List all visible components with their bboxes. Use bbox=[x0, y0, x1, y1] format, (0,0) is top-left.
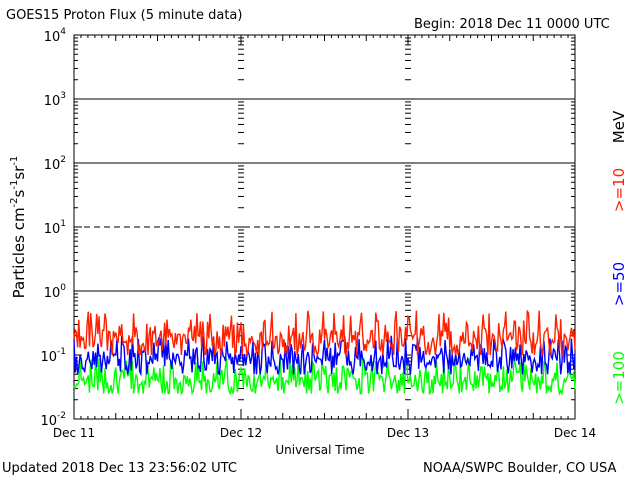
x-tick-label: Dec 14 bbox=[554, 426, 596, 440]
x-tick-label: Dec 13 bbox=[387, 426, 429, 440]
y-tick-label: 102 bbox=[44, 155, 66, 173]
y-tick-label: 103 bbox=[44, 91, 66, 109]
updated-timestamp: Updated 2018 Dec 13 23:56:02 UTC bbox=[2, 461, 237, 476]
y-axis-title: Particles cm-2s-1sr-1 bbox=[9, 156, 28, 299]
x-axis-title: Universal Time bbox=[275, 443, 365, 457]
legend-label-100mev: >=100 bbox=[610, 351, 628, 405]
series-line-2 bbox=[73, 357, 576, 397]
series-line-1 bbox=[73, 335, 576, 377]
series-line-0 bbox=[73, 309, 576, 358]
credit-label: NOAA/SWPC Boulder, CO USA bbox=[423, 461, 617, 476]
unit-label: MeV bbox=[610, 110, 628, 143]
x-tick-label: Dec 12 bbox=[220, 426, 262, 440]
legend-label-50mev: >=50 bbox=[610, 262, 628, 306]
x-tick-label: Dec 11 bbox=[53, 426, 95, 440]
legend-label-10mev: >=10 bbox=[610, 168, 628, 212]
y-tick-label: 101 bbox=[44, 219, 66, 237]
y-tick-label: 100 bbox=[44, 283, 67, 301]
y-tick-label: 10-1 bbox=[40, 347, 66, 365]
begin-time-label: Begin: 2018 Dec 11 0000 UTC bbox=[414, 17, 610, 32]
chart-title: GOES15 Proton Flux (5 minute data) bbox=[6, 8, 243, 23]
y-tick-label: 10-2 bbox=[40, 411, 66, 429]
y-tick-label: 104 bbox=[44, 27, 67, 45]
